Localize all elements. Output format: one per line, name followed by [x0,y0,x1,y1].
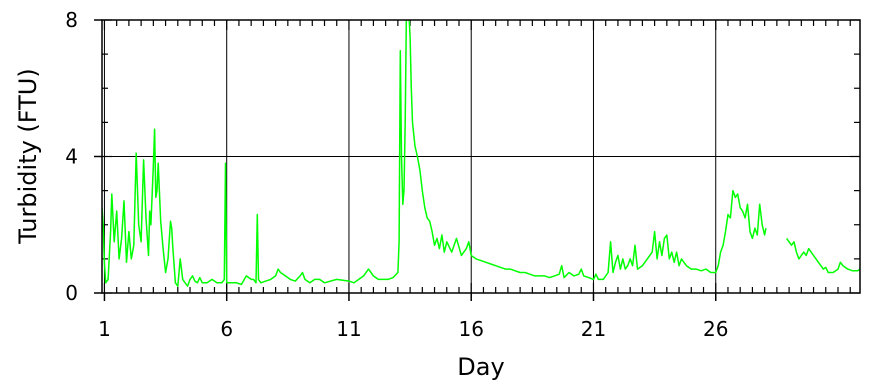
y-axis-title: Turbidity (FTU) [14,68,42,244]
y-tick-label: 4 [65,145,78,169]
x-tick-label: 1 [98,317,111,341]
x-tick-label: 21 [581,317,606,341]
x-axis-title: Day [457,353,504,381]
x-tick-labels: 1 6 11 16 21 26 [98,317,728,341]
grid-lines [102,20,860,293]
series-layer [102,20,860,287]
turbidity-line [785,237,860,274]
y-tick-label: 0 [65,281,78,305]
y-tick-label: 8 [65,8,78,32]
x-tick-label: 11 [336,317,361,341]
y-tick-labels: 0 4 8 [65,8,78,305]
turbidity-line [102,20,767,287]
plot-frame [101,19,861,294]
x-tick-label: 6 [220,317,233,341]
x-tick-label: 16 [458,317,483,341]
x-tick-label: 26 [703,317,728,341]
